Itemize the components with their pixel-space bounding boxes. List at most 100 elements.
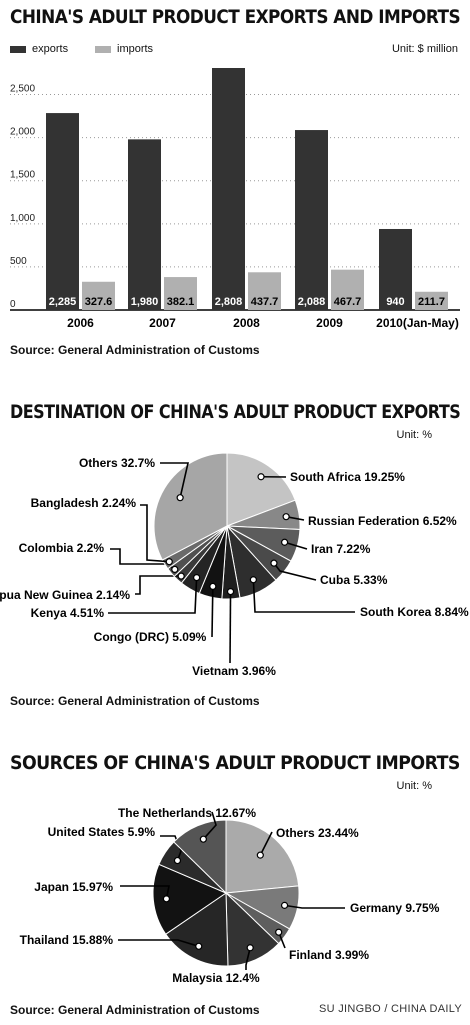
leader-dot xyxy=(275,928,283,936)
leader-line xyxy=(252,579,355,613)
leader-dot xyxy=(226,588,235,596)
data-label-exports: 1,980 xyxy=(131,296,159,308)
leader-dot xyxy=(257,473,265,481)
slice-label: Cuba 5.33% xyxy=(320,573,388,587)
leader-line xyxy=(211,586,214,638)
leader-dot xyxy=(281,538,289,546)
leader-dot xyxy=(165,558,173,566)
leader-line xyxy=(202,811,217,840)
slice-label: Russian Federation 6.52% xyxy=(308,514,457,528)
sources-pie-chart: Others 23.44% Germany 9.75% Finland 3.99% M… xyxy=(20,806,440,985)
destination-pie-title: DESTINATION OF CHINA'S ADULT PRODUCT EXP… xyxy=(10,401,461,423)
slice-label: Japan 15.97% xyxy=(34,880,113,894)
bar-chart-unit: Unit: $ million xyxy=(391,43,458,55)
bar-exports xyxy=(46,113,79,310)
leader-dot xyxy=(176,494,184,502)
slice-label: Others 32.7% xyxy=(79,456,155,470)
y-tick-label: 1,000 xyxy=(10,213,35,224)
leader-dot xyxy=(209,582,217,591)
bar-exports xyxy=(212,68,245,310)
legend-imports: imports xyxy=(95,43,153,55)
leader-dot xyxy=(270,559,278,567)
bar-exports xyxy=(379,228,412,310)
destination-pie-chart: South Africa 19.25% Russian Federation 6.… xyxy=(0,452,469,678)
bar-imports xyxy=(415,291,448,310)
slice-label: Vietnam 3.96% xyxy=(192,664,276,678)
leader-dot xyxy=(282,513,290,521)
sources-pie-unit: Unit: % xyxy=(396,780,432,792)
pie-slice xyxy=(152,863,228,935)
slice-label: Iran 7.22% xyxy=(311,542,371,556)
data-label-exports: 2,285 xyxy=(49,296,77,308)
leader-dot xyxy=(173,856,182,865)
leader-line xyxy=(160,462,190,498)
bar-imports xyxy=(331,269,364,310)
y-tick-label: 2,500 xyxy=(10,84,35,95)
x-tick-label: 2008 xyxy=(233,316,260,330)
bar-chart: 0 500 1,000 1,500 2,000 2,500 2,285 327.6 2006 1,… xyxy=(10,68,460,330)
data-label-imports: 211.7 xyxy=(418,296,445,308)
data-label-exports: 2,808 xyxy=(215,296,243,308)
legend-label-exports: exports xyxy=(32,43,69,55)
leader-dot xyxy=(246,944,254,952)
pie-slice xyxy=(226,452,296,527)
pie-slice xyxy=(173,819,227,895)
leader-line xyxy=(245,947,251,970)
leader-line xyxy=(118,939,199,948)
leader-dot xyxy=(199,835,207,843)
data-label-imports: 382.1 xyxy=(167,296,195,308)
x-tick-label: 2006 xyxy=(67,316,94,330)
y-tick-label: 2,000 xyxy=(10,127,35,138)
y-tick-label: 1,500 xyxy=(10,170,35,181)
leader-line xyxy=(259,831,273,856)
slice-label: Papua New Guinea 2.14% xyxy=(0,588,130,602)
slice-label: South Africa 19.25% xyxy=(290,470,405,484)
leader-line xyxy=(135,575,182,595)
leader-dot xyxy=(171,565,179,574)
x-tick-label: 2010(Jan-May) xyxy=(376,316,459,330)
leader-dot xyxy=(280,901,289,909)
sources-pie-source: Source: General Administration of Custom… xyxy=(10,1003,260,1017)
bar-chart-source: Source: General Administration of Custom… xyxy=(10,343,260,357)
slice-label: Kenya 4.51% xyxy=(31,606,105,620)
slice-label: Bangladesh 2.24% xyxy=(31,496,137,510)
slice-label: Colombia 2.2% xyxy=(19,541,105,555)
leader-line xyxy=(120,885,170,899)
leader-line xyxy=(284,541,308,550)
leader-line xyxy=(108,577,198,614)
bar-chart-title: CHINA'S ADULT PRODUCT EXPORTS AND IMPORT… xyxy=(10,6,461,28)
x-tick-label: 2007 xyxy=(149,316,176,330)
y-tick-label: 500 xyxy=(10,256,27,267)
data-label-imports: 327.6 xyxy=(85,296,113,308)
bar-imports xyxy=(164,277,197,310)
leader-line xyxy=(229,591,232,664)
bar-imports xyxy=(82,281,115,310)
sources-pie-title: SOURCES OF CHINA'S ADULT PRODUCT IMPORTS xyxy=(10,752,460,774)
destination-pie-unit: Unit: % xyxy=(396,429,432,441)
slice-label: Others 23.44% xyxy=(276,826,359,840)
slice-label: Germany 9.75% xyxy=(350,901,440,915)
leader-dot xyxy=(256,851,264,859)
leader-dot xyxy=(177,572,185,580)
y-tick-label: 0 xyxy=(10,299,16,310)
leader-line xyxy=(140,504,170,563)
slice-label: The Netherlands 12.67% xyxy=(118,806,256,820)
x-tick-label: 2009 xyxy=(316,316,343,330)
leader-line xyxy=(284,904,345,909)
credit-line: SU JINGBO / CHINA DAILY xyxy=(318,1003,462,1015)
data-label-imports: 467.7 xyxy=(334,296,362,308)
leader-dot xyxy=(249,576,257,584)
slice-label: Congo (DRC) 5.09% xyxy=(94,630,207,644)
data-label-exports: 2,088 xyxy=(298,296,326,308)
destination-pie-source: Source: General Administration of Custom… xyxy=(10,694,260,708)
bar-exports xyxy=(128,139,161,310)
slice-label: Thailand 15.88% xyxy=(20,933,114,947)
data-label-exports: 940 xyxy=(386,296,404,308)
leader-dot xyxy=(193,573,201,582)
legend-swatch-imports xyxy=(95,45,111,53)
bar-imports xyxy=(248,272,281,310)
legend-swatch-exports xyxy=(10,45,26,53)
leader-dot xyxy=(162,895,171,903)
data-label-imports: 437.7 xyxy=(251,296,279,308)
legend-label-imports: imports xyxy=(117,43,154,55)
